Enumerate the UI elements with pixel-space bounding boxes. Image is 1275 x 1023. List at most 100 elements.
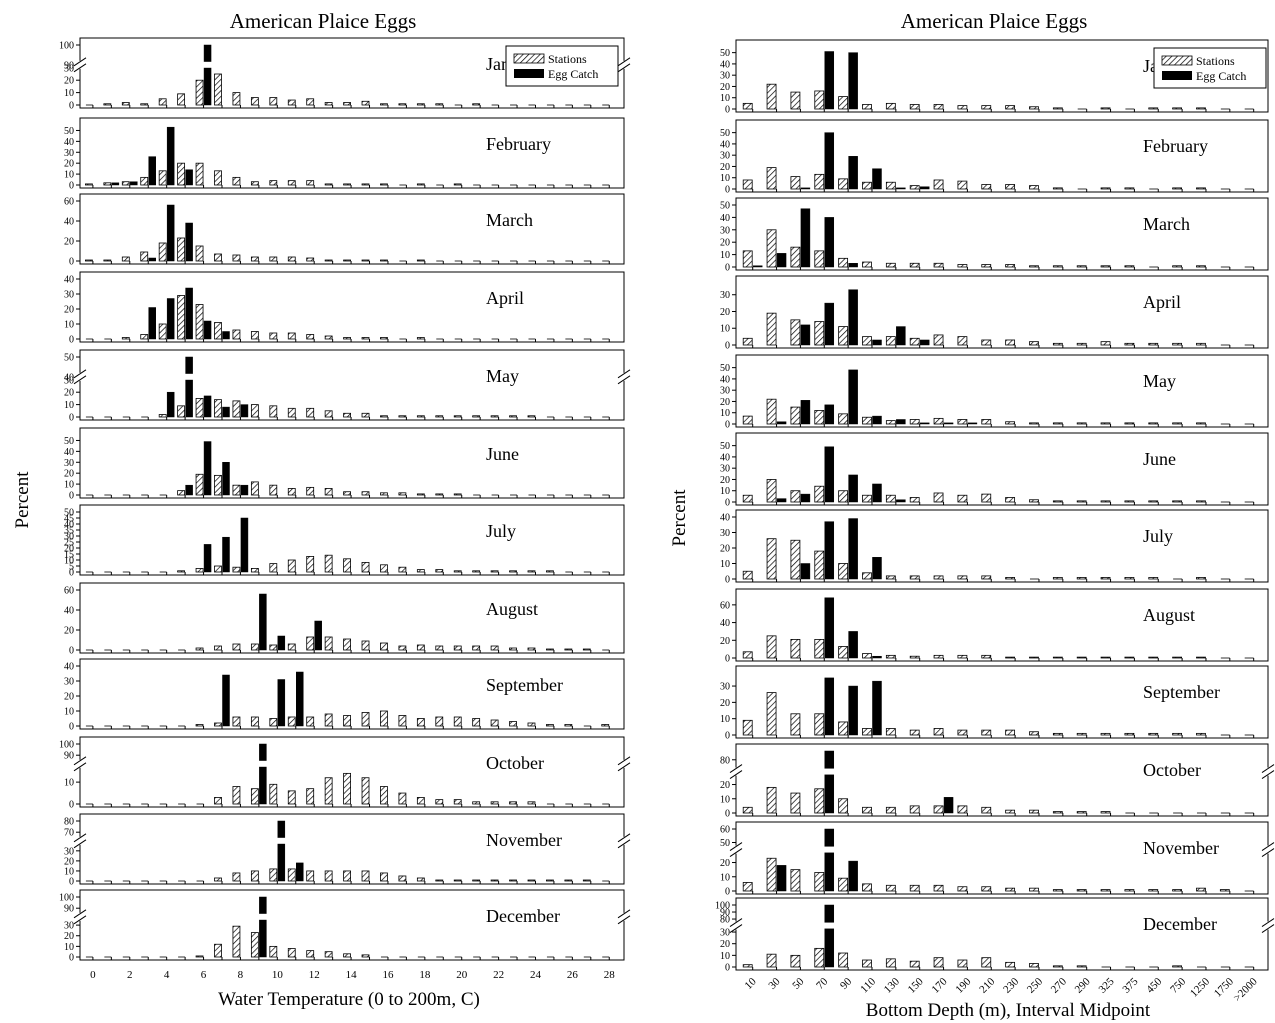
egg-catch-bar [776,421,787,425]
stations-bar [1124,342,1135,346]
x-tick-label: 4 [164,969,170,981]
stations-bar [287,559,296,573]
stations-bar [790,639,801,659]
stations-bar [909,337,920,346]
stations-bar [121,337,130,340]
egg-catch-bar [800,563,811,580]
y-tick-label: 30 [720,151,730,162]
y-tick-label: 10 [720,93,730,104]
y-tick-label: 10 [64,942,74,953]
panel-frame [79,427,625,499]
stations-bar [814,321,825,346]
stations-bar [343,715,351,727]
panel-august: 0 20 40 60 August [64,582,625,657]
axis-break-mark [73,63,87,73]
stations-bar [177,162,186,186]
panel-july: 0 10 20 30 40 July [720,509,1269,586]
egg-catch-bar [824,521,835,580]
stations-bar [933,805,944,814]
stations-bar [1052,965,1063,968]
stations-bar [814,90,825,110]
y-tick-label: 10 [64,170,74,181]
stations-bar [195,473,204,496]
stations-bar [1029,265,1039,268]
egg-catch-bar [203,395,212,418]
stations-bar [232,786,241,805]
month-label: December [1143,914,1217,934]
y-tick-label: 20 [720,397,730,408]
stations-bar [250,932,259,958]
y-tick-label: 40 [720,139,730,150]
stations-bar [269,180,278,186]
stations-bar [790,176,801,190]
stations-bar [1029,731,1039,736]
stations-bar [380,710,388,727]
stations-bar [453,415,462,418]
stations-bar [838,646,849,659]
stations-bar [790,713,801,736]
x-tick-label: 375 [1120,975,1141,996]
stations-bar [957,805,968,814]
x-tick-label: 325 [1097,975,1118,996]
stations-bar [121,181,130,186]
egg-catch-bar [824,677,835,736]
y-tick-label: 50 [64,436,74,447]
stations-bar [490,645,499,651]
stations-bar [453,799,462,805]
month-label: November [486,830,562,850]
stations-bar [195,724,204,727]
x-tick-label: 130 [882,975,903,996]
y-tick-label: 20 [64,159,74,170]
y-tick-label: 40 [64,372,74,383]
y-tick-label: 10 [64,480,74,491]
y-tick-label: 50 [720,201,730,212]
month-label: March [1143,214,1190,234]
x-tick-label: 2 [127,969,133,981]
stations-bar [177,93,186,106]
y-tick-label: 30 [64,148,74,159]
stations-bar [1005,339,1016,346]
egg-catch-bar [896,326,906,346]
stations-bar [766,692,777,736]
stations-bar [158,414,167,418]
y-tick-label: 30 [720,71,730,82]
stations-bar [380,872,388,882]
x-tick-label: 750 [1168,975,1189,996]
y-tick-label: 35 [64,526,74,537]
x-tick-label: 70 [814,975,831,992]
y-tick-label: 10 [720,559,730,570]
y-tick-label: 100 [59,893,74,904]
axis-break-gap [619,759,629,768]
axis-break-gap [75,372,85,381]
stations-bar [324,183,333,186]
stations-bar [380,564,388,573]
y-tick-label: 5 [69,562,74,573]
stations-bar [361,712,370,727]
stations-bar [306,180,315,186]
stations-bar [957,264,968,268]
stations-bar [416,103,425,106]
y-tick-label: 20 [64,388,74,399]
stations-bar [957,105,968,110]
stations-bar [509,647,517,651]
egg-catch-bar [800,493,811,503]
stations-bar [766,167,777,190]
x-tick-label: 16 [382,969,394,981]
stations-bar [1076,577,1087,580]
stations-bar [981,957,992,968]
x-tick-label: 22 [493,969,504,981]
stations-bar [324,488,333,496]
stations-bar [306,486,315,496]
stations-bar [269,256,278,262]
axis-break-mark [73,833,87,843]
stations-bar [957,654,968,659]
stations-bar [250,716,259,727]
stations-bar [742,102,753,110]
stations-bar [933,179,944,190]
stations-bar [214,253,222,262]
stations-bar [909,104,920,110]
stations-bar [361,337,370,340]
stations-bar [103,182,112,186]
stations-bar [814,713,825,736]
